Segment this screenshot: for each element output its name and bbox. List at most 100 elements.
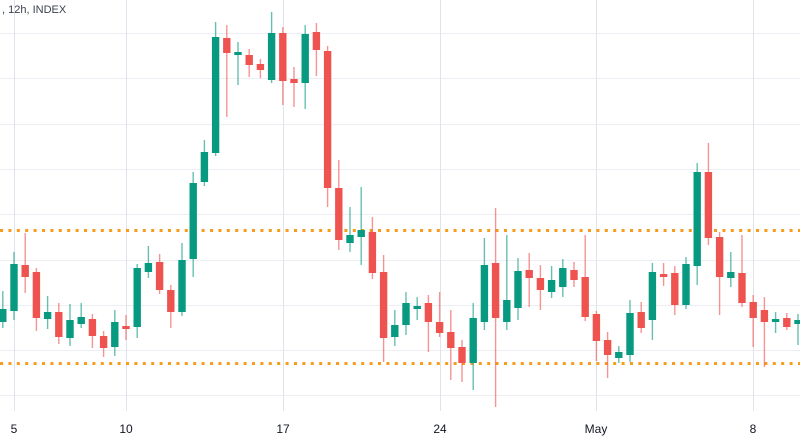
candle-body [10, 264, 18, 311]
candle-down [32, 268, 41, 331]
x-axis-label: 24 [433, 422, 447, 436]
candle-body [133, 268, 141, 327]
candle-body [155, 262, 164, 290]
candle-body [559, 268, 567, 287]
candle-up [391, 310, 399, 346]
candle-down [223, 25, 231, 117]
candle-body [659, 274, 668, 277]
candle-up [648, 263, 657, 340]
candle-up [43, 296, 52, 329]
candle-up [200, 140, 209, 186]
candle-body [256, 64, 265, 70]
candle-up [469, 303, 477, 390]
candle-body [323, 51, 332, 188]
x-axis[interactable]: 5 10 17 24 May 8 [11, 422, 757, 436]
candle-down [525, 253, 533, 307]
candle-up [626, 300, 634, 362]
candle-down [323, 46, 332, 207]
candles [0, 12, 800, 407]
candle-up [503, 235, 511, 330]
candle-down [279, 27, 287, 105]
candle-down [290, 67, 298, 107]
candle-up [111, 310, 119, 356]
candle-body [771, 319, 780, 322]
candle-up [346, 207, 354, 252]
candle-body [21, 265, 29, 277]
candle-body [458, 347, 466, 363]
candle-up [727, 252, 735, 287]
candle-down [122, 315, 130, 340]
candle-body [200, 152, 209, 182]
candle-down [379, 255, 388, 362]
candle-down [167, 285, 175, 328]
candle-up [234, 42, 242, 85]
candle-body [738, 273, 746, 303]
candle-body [615, 352, 623, 358]
candle-body [525, 270, 533, 278]
candle-down [491, 208, 500, 407]
candle-up [66, 304, 74, 346]
candle-up [413, 297, 421, 320]
candle-up [77, 303, 85, 328]
candle-down [536, 265, 545, 310]
candle-body [402, 303, 410, 325]
candle-down [783, 313, 791, 330]
candle-down [715, 232, 724, 315]
candle-body [88, 319, 97, 336]
candle-body [391, 325, 399, 337]
candle-body [480, 265, 489, 322]
candle-body [279, 33, 287, 81]
candle-body [43, 312, 52, 319]
candle-body [32, 272, 41, 318]
candle-body [122, 326, 130, 329]
candle-body [469, 318, 477, 363]
x-axis-label: 5 [11, 422, 18, 436]
x-axis-label: 10 [119, 422, 133, 436]
candle-up [178, 243, 186, 316]
candle-body [783, 318, 791, 327]
candle-body [0, 309, 7, 322]
candle-body [267, 33, 276, 80]
candle-body [66, 320, 74, 338]
candle-body [693, 172, 701, 266]
candle-body [312, 32, 321, 50]
candle-body [648, 272, 657, 320]
candle-body [77, 317, 85, 324]
candle-up [402, 292, 410, 335]
candle-body [447, 332, 455, 348]
candle-body [749, 302, 757, 318]
candle-body [424, 303, 433, 322]
candle-body [592, 314, 601, 341]
candle-body [346, 235, 354, 243]
candle-down [368, 217, 377, 279]
candle-body [211, 37, 220, 153]
candle-body [536, 278, 545, 290]
x-axis-label: 8 [750, 422, 757, 436]
candle-body [794, 320, 800, 324]
candle-up [615, 346, 623, 363]
candle-down [335, 160, 343, 250]
candle-up [547, 266, 556, 298]
candle-up [189, 172, 197, 277]
candle-up [211, 22, 220, 156]
candle-body [603, 340, 612, 355]
candle-down [738, 235, 746, 307]
candle-down [424, 295, 433, 352]
gridlines [0, 0, 800, 411]
candle-up [0, 291, 7, 328]
candle-body [144, 263, 153, 272]
support-resistance-lines [0, 229, 800, 365]
candle-down [659, 263, 668, 286]
candle-body [760, 310, 769, 322]
candle-down [55, 303, 63, 344]
candle-body [111, 322, 119, 347]
candle-up [771, 312, 780, 333]
candle-body [514, 271, 522, 308]
candle-body [704, 172, 713, 238]
candle-down [637, 302, 645, 333]
candle-body [55, 312, 63, 337]
candle-down [570, 262, 578, 287]
chart-legend[interactable]: , 12h, INDEX [2, 4, 67, 16]
candle-down [592, 311, 601, 361]
